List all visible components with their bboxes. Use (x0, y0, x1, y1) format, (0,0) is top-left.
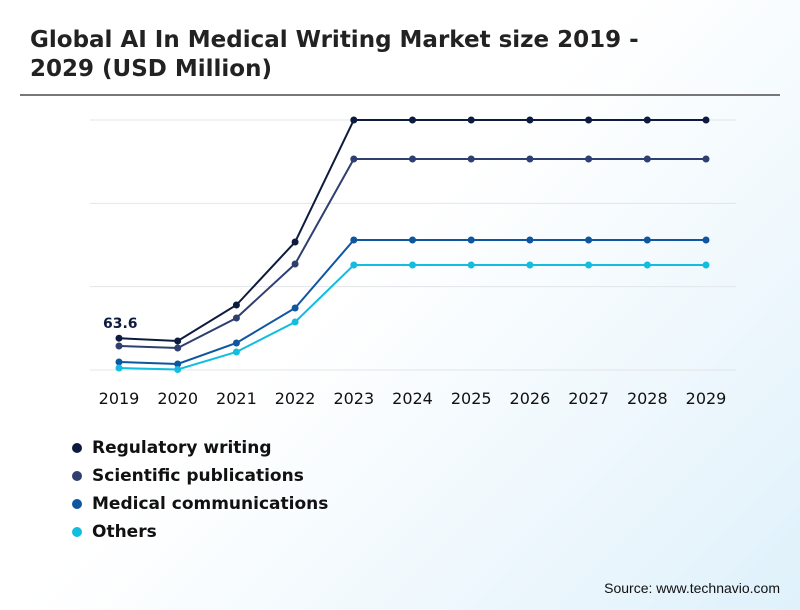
legend-item: Scientific publications (72, 462, 328, 490)
legend-label: Scientific publications (92, 466, 304, 486)
title-divider (20, 94, 780, 96)
legend-dot-icon (72, 499, 82, 509)
data-point (702, 236, 710, 244)
data-point (174, 344, 182, 352)
data-point (467, 155, 475, 163)
data-point (174, 360, 182, 368)
data-point (409, 236, 416, 244)
data-point (350, 261, 358, 269)
data-point (526, 236, 534, 244)
data-point (350, 155, 358, 163)
data-point (291, 304, 299, 312)
data-point (585, 236, 593, 244)
data-point (467, 116, 475, 124)
x-tick-label: 2019 (99, 389, 140, 408)
data-point (174, 337, 182, 345)
data-point (702, 116, 710, 124)
legend-label: Regulatory writing (92, 438, 272, 458)
legend: Regulatory writing Scientific publicatio… (72, 434, 328, 546)
data-point (291, 260, 299, 268)
data-point (291, 238, 299, 246)
x-tick-label: 2024 (392, 389, 433, 408)
data-point (409, 261, 416, 269)
x-tick-label: 2026 (510, 389, 551, 408)
data-point (174, 366, 182, 373)
data-point (467, 236, 475, 244)
legend-dot-icon (72, 443, 82, 453)
data-point (585, 155, 593, 163)
x-tick-label: 2021 (216, 389, 257, 408)
data-label: 63.6 (103, 316, 138, 332)
legend-item: Regulatory writing (72, 434, 328, 462)
chart-title: Global AI In Medical Writing Market size… (30, 27, 639, 82)
x-tick-label: 2027 (568, 389, 609, 408)
data-point (409, 155, 416, 163)
data-point (643, 261, 651, 269)
legend-label: Others (92, 522, 157, 542)
data-point (702, 261, 710, 269)
data-point (643, 116, 651, 124)
data-point (350, 116, 358, 124)
data-point (526, 261, 534, 269)
data-point (702, 155, 710, 163)
series-line (118, 158, 706, 350)
data-point (115, 364, 123, 372)
x-tick-label: 2025 (451, 389, 492, 408)
data-point (232, 348, 240, 356)
legend-item: Others (72, 518, 328, 546)
data-point (585, 116, 593, 124)
legend-dot-icon (72, 527, 82, 537)
data-point (585, 261, 593, 269)
data-point (643, 155, 651, 163)
x-tick-label: 2023 (333, 389, 374, 408)
x-tick-label: 2020 (157, 389, 198, 408)
data-point (643, 236, 651, 244)
legend-item: Medical communications (72, 490, 328, 518)
data-point (232, 314, 240, 322)
data-point (232, 339, 240, 347)
legend-label: Medical communications (92, 494, 329, 514)
data-point (115, 358, 123, 366)
data-point (409, 116, 416, 124)
x-tick-label: 2029 (686, 389, 727, 408)
data-point (526, 155, 534, 163)
data-point (115, 334, 123, 342)
data-point (232, 301, 240, 309)
data-point (467, 261, 475, 269)
source-text: Source: www.technavio.com (604, 580, 780, 596)
x-tick-label: 2022 (275, 389, 316, 408)
data-point (526, 116, 534, 124)
data-point (291, 318, 299, 326)
data-point (115, 342, 123, 350)
series-line (118, 119, 706, 343)
series-line (118, 239, 706, 366)
data-point (350, 236, 358, 244)
legend-dot-icon (72, 471, 82, 481)
x-tick-label: 2028 (627, 389, 668, 408)
